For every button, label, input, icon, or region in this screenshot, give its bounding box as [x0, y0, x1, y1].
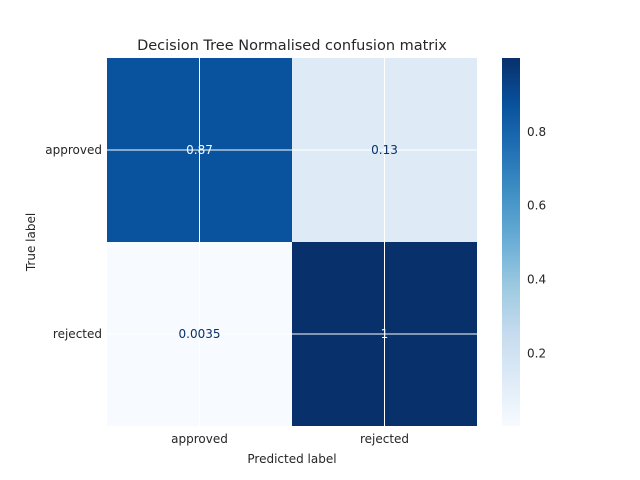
colorbar [502, 58, 520, 426]
y-axis-label: True label [24, 213, 38, 272]
chart-title: Decision Tree Normalised confusion matri… [137, 38, 447, 54]
cell-value-labels: 0.87 0.13 0.0035 1 [179, 143, 398, 341]
x-tick-label: approved [171, 432, 228, 446]
colorbar-tick-label: 0.6 [527, 199, 546, 213]
heatmap-cells [107, 58, 477, 426]
cell-value-label: 1 [381, 327, 389, 341]
cell-value-label: 0.13 [371, 143, 398, 157]
cell-value-label: 0.0035 [179, 327, 221, 341]
y-tick-label: rejected [53, 327, 102, 341]
colorbar-tick-label: 0.2 [527, 346, 546, 360]
colorbar-ticks: 0.2 0.4 0.6 0.8 [527, 125, 546, 361]
colorbar-tick-label: 0.4 [527, 273, 546, 287]
colorbar-tick-label: 0.8 [527, 125, 546, 139]
x-axis-ticks: approved rejected [171, 432, 409, 446]
x-tick-label: rejected [360, 432, 409, 446]
y-axis-ticks: approved rejected [45, 143, 102, 341]
x-axis-label: Predicted label [247, 452, 336, 466]
gridlines [107, 58, 477, 426]
cell-value-label: 0.87 [186, 143, 213, 157]
y-tick-label: approved [45, 143, 102, 157]
